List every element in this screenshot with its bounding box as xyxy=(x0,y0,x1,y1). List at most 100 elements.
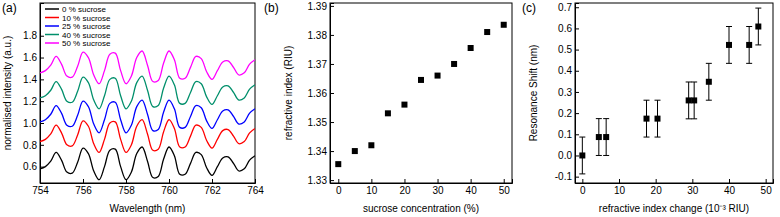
point xyxy=(644,116,650,122)
error-bar xyxy=(686,82,692,119)
panel: 01020304050-0.10.00.10.20.30.40.50.60.7(… xyxy=(522,1,774,214)
tick: 1.36 xyxy=(308,88,334,99)
tick-label: 30 xyxy=(687,185,699,196)
tick: 20 xyxy=(399,179,411,196)
tick: 1.4 xyxy=(23,74,44,85)
axis-line xyxy=(576,4,580,184)
panel: 010203040501.331.341.351.361.371.381.39(… xyxy=(264,1,513,214)
legend-swatch xyxy=(45,8,59,10)
axis: 0.60.81.01.21.41.61.8 xyxy=(23,4,44,184)
plot-frame xyxy=(575,3,773,183)
y-axis-title: refractive index (RIU) xyxy=(283,46,294,140)
tick: 1.8 xyxy=(23,30,44,41)
tick: 756 xyxy=(75,179,92,196)
tick-mark xyxy=(371,179,372,183)
x-axis-title: sucrose concentration (%) xyxy=(363,203,479,214)
error-bar xyxy=(603,119,609,156)
tick: 0.5 xyxy=(558,44,579,55)
tick: 0.6 xyxy=(23,161,44,172)
tick: 758 xyxy=(118,179,135,196)
tick-mark xyxy=(575,71,579,72)
tick-mark xyxy=(404,179,405,183)
error-bar xyxy=(755,8,761,45)
x-axis-title: refractive index change (10⁻³ RIU) xyxy=(599,203,749,214)
tick-mark xyxy=(330,151,334,152)
tick: 40 xyxy=(466,179,478,196)
tick-mark xyxy=(471,179,472,183)
error-bar xyxy=(726,27,732,64)
axis-line xyxy=(331,179,513,184)
tick-label: 40 xyxy=(466,185,478,196)
series-line xyxy=(40,76,255,109)
tick-label: 0.2 xyxy=(558,108,572,119)
tick: 0.3 xyxy=(558,87,579,98)
axis: 1.331.341.351.361.371.381.39 xyxy=(308,1,334,186)
tick: 0.7 xyxy=(558,2,579,13)
axis: 754756758760762764 xyxy=(32,179,264,196)
tick-label: 762 xyxy=(204,185,221,196)
series-line xyxy=(40,120,255,153)
tick-mark xyxy=(766,179,767,183)
axis-line xyxy=(41,4,45,184)
tick-mark xyxy=(575,177,579,178)
series-line xyxy=(40,100,255,133)
tick-mark xyxy=(582,179,583,183)
tick: 10 xyxy=(614,179,626,196)
tick-label: 760 xyxy=(161,185,178,196)
tick: 1.33 xyxy=(308,175,334,186)
point xyxy=(484,29,490,35)
point xyxy=(418,77,424,83)
tick-mark xyxy=(40,79,44,80)
figure: 7547567587607627640.60.81.01.21.41.61.80… xyxy=(0,0,780,217)
legend-swatch xyxy=(45,42,59,44)
tick-label: 0.8 xyxy=(23,140,37,151)
tick-label: 20 xyxy=(651,185,663,196)
plot-frame xyxy=(40,3,255,183)
y-axis-title: Resonance Shift (nm) xyxy=(528,45,539,142)
error-bar xyxy=(706,63,712,100)
tick: -0.1 xyxy=(555,171,579,182)
point xyxy=(435,73,441,79)
tick-label: 1.35 xyxy=(308,117,328,128)
axis-line xyxy=(331,4,335,184)
tick-label: 10 xyxy=(366,185,378,196)
error-bar xyxy=(691,82,697,119)
plot-frame xyxy=(330,3,512,183)
marks xyxy=(40,51,255,180)
legend-label: 50 % sucrose xyxy=(62,39,111,48)
tick-mark xyxy=(255,179,256,183)
tick-label: 0.4 xyxy=(558,65,572,76)
tick: 50 xyxy=(499,179,511,196)
tick-mark xyxy=(619,179,620,183)
point xyxy=(686,97,692,103)
error-bar xyxy=(579,137,585,174)
tick-mark xyxy=(504,179,505,183)
tick-mark xyxy=(330,6,334,7)
tick-label: 40 xyxy=(724,185,736,196)
point xyxy=(655,116,661,122)
tick-mark xyxy=(40,101,44,102)
tick-label: 0.6 xyxy=(558,23,572,34)
tick-label: 758 xyxy=(118,185,135,196)
panel-title: (c) xyxy=(522,1,536,15)
tick-label: 0.0 xyxy=(558,150,572,161)
legend-swatch xyxy=(45,25,59,27)
tick-label: 50 xyxy=(499,185,511,196)
tick: 50 xyxy=(761,179,773,196)
tick-label: 50 xyxy=(761,185,773,196)
legend-swatch xyxy=(45,34,59,36)
marks xyxy=(579,8,761,174)
point xyxy=(726,42,732,48)
axis-line xyxy=(41,179,256,184)
tick: 30 xyxy=(687,179,699,196)
legend-swatch xyxy=(45,17,59,19)
point xyxy=(596,134,602,140)
tick: 30 xyxy=(432,179,444,196)
tick-mark xyxy=(330,122,334,123)
tick: 764 xyxy=(247,179,264,196)
tick: 0.4 xyxy=(558,65,579,76)
tick-label: 1.0 xyxy=(23,118,37,129)
tick-label: 0.3 xyxy=(558,87,572,98)
error-bar xyxy=(746,27,752,64)
tick-label: -0.1 xyxy=(555,171,573,182)
